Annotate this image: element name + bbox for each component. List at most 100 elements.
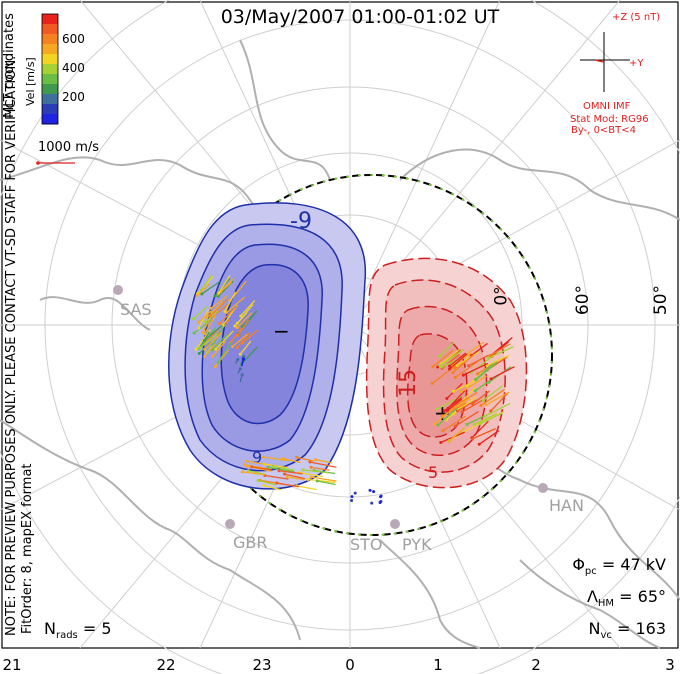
- imf-condition-label: By-, 0<BT<4: [571, 125, 637, 136]
- velocity-vector-origin: [486, 356, 490, 360]
- velocity-vector-origin: [467, 364, 471, 368]
- mlt-label-21: 21: [2, 656, 22, 674]
- velocity-vector: [474, 412, 498, 426]
- velocity-vector: [442, 415, 466, 432]
- velocity-vector: [210, 295, 228, 309]
- velocity-vector-origin: [194, 347, 198, 351]
- velocity-vector: [242, 329, 259, 344]
- velocity-vector-origin: [431, 365, 435, 369]
- velocity-vector-origin: [436, 365, 440, 369]
- velocity-vector: [452, 354, 474, 374]
- velocity-vector: [232, 333, 248, 348]
- velocity-vector-origin: [283, 472, 287, 476]
- velocity-vector: [197, 309, 209, 329]
- velocity-vector-origin: [275, 481, 279, 485]
- velocity-vectors: [191, 274, 515, 505]
- velocity-vector: [486, 354, 510, 367]
- velocity-vector-origin: [211, 354, 215, 358]
- imf-z-label: +Z (5 nT): [612, 12, 661, 23]
- velocity-vector-origin: [441, 429, 445, 433]
- velocity-vector: [309, 461, 337, 468]
- velocity-vector-origin: [213, 294, 217, 298]
- velocity-vector: [236, 312, 253, 329]
- velocity-vector-origin: [453, 366, 457, 370]
- velocity-vector: [472, 428, 496, 440]
- velocity-vector-origin: [440, 365, 444, 369]
- stat-phi-value: = 47 kV: [596, 555, 666, 574]
- velocity-vector-origin: [483, 414, 487, 418]
- velocity-vector-origin: [368, 488, 372, 492]
- velocity-vector: [475, 361, 496, 381]
- velocity-vector: [472, 390, 490, 405]
- velocity-vector-origin: [442, 409, 446, 413]
- velocity-vector: [204, 331, 223, 350]
- velocity-vector-origin: [192, 331, 196, 335]
- velocity-vector-origin: [455, 363, 459, 367]
- colorbar-swatch: [42, 44, 58, 55]
- velocity-vector-origin: [437, 354, 441, 358]
- velocity-vector: [441, 348, 461, 365]
- velocity-vector-origin: [439, 441, 443, 445]
- velocity-vector-origin: [465, 422, 469, 426]
- colorbar-swatch: [42, 84, 58, 95]
- velocity-vector-origin: [201, 330, 205, 334]
- velocity-vector-origin: [243, 463, 247, 467]
- stat-hm-latitude: ΛHM = 65°: [587, 587, 666, 609]
- velocity-vector-origin: [306, 478, 310, 482]
- velocity-vector-origin: [235, 326, 239, 330]
- contour-label-negative-inner: 9: [252, 448, 262, 467]
- velocity-vector-origin: [277, 469, 281, 473]
- velocity-vector: [296, 485, 317, 491]
- velocity-vector: [284, 473, 306, 480]
- velocity-vector-origin: [489, 377, 493, 381]
- stat-nrads-sub: rads: [55, 630, 78, 642]
- velocity-vector: [454, 359, 481, 378]
- lat-label-0: 0°: [491, 286, 512, 306]
- velocity-vector: [242, 471, 266, 476]
- velocity-vector-origin: [370, 501, 374, 505]
- velocity-vector-origin: [313, 458, 317, 462]
- velocity-vector: [218, 274, 231, 294]
- velocity-vector-origin: [261, 455, 265, 459]
- velocity-vector-origin: [372, 490, 376, 494]
- imf-source-label: OMNI IMF: [583, 101, 631, 112]
- velocity-vector: [454, 411, 479, 427]
- velocity-vector-origin: [209, 314, 213, 318]
- velocity-vector-origin: [240, 470, 244, 474]
- velocity-vector-origin: [266, 465, 270, 469]
- velocity-vector: [272, 465, 295, 472]
- velocity-vector-origin: [233, 324, 237, 328]
- velocity-vector-origin: [204, 320, 208, 324]
- potential-min-marker: −: [273, 319, 290, 343]
- velocity-vector: [226, 296, 246, 313]
- velocity-vector-origin: [198, 346, 202, 350]
- mlt-label-2: 2: [531, 656, 541, 674]
- stat-nvc-sub: vc: [600, 630, 612, 642]
- stat-lambda-sub: HM: [597, 598, 615, 610]
- colorbar-tick-200: 200: [62, 90, 85, 104]
- velocity-vector: [471, 420, 489, 439]
- velocity-vector: [210, 298, 229, 317]
- velocity-vector-origin: [488, 354, 492, 358]
- velocity-vector-origin: [240, 373, 244, 377]
- velocity-vector: [218, 305, 238, 325]
- velocity-vector-origin: [213, 364, 217, 368]
- velocity-vector-origin: [239, 314, 243, 318]
- velocity-vector: [199, 333, 219, 349]
- station-label-pyk: PYK: [402, 535, 432, 554]
- lat-label-60: 60°: [573, 284, 594, 316]
- velocity-vector: [487, 346, 514, 359]
- contour-label-negative: -9: [290, 209, 312, 234]
- velocity-vector: [460, 375, 487, 393]
- velocity-vector-origin: [471, 402, 475, 406]
- imf-clock-dial: [580, 32, 630, 92]
- velocity-vector: [456, 351, 480, 366]
- velocity-vector: [479, 412, 503, 425]
- velocity-vector: [278, 470, 303, 475]
- velocity-vector-origin: [196, 320, 200, 324]
- velocity-vector-origin: [473, 389, 477, 393]
- velocity-vector: [197, 310, 212, 323]
- velocity-vector: [311, 476, 337, 482]
- velocity-vector-origin: [451, 412, 455, 416]
- velocity-vector-origin: [481, 398, 485, 402]
